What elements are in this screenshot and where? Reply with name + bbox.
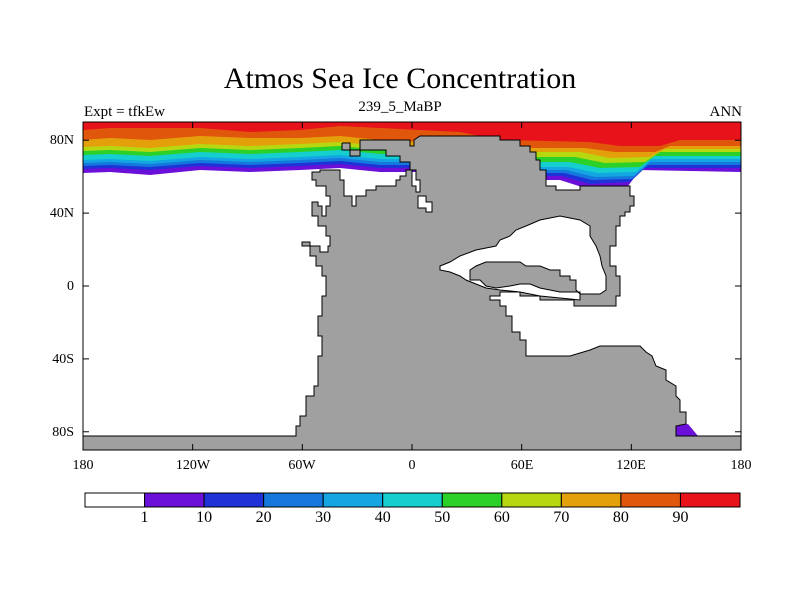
colorbar-label: 30 bbox=[315, 509, 332, 526]
colorbar-swatch bbox=[679, 492, 741, 508]
lon-tick-label-180e: 180 bbox=[730, 458, 752, 473]
colorbar-label: 40 bbox=[374, 509, 391, 526]
colorbar-swatch bbox=[84, 492, 146, 508]
colorbar-label: 90 bbox=[672, 509, 689, 526]
tethys-sea bbox=[439, 215, 607, 301]
lat-tick-label-80s: 80S bbox=[52, 425, 74, 440]
lon-tick-label-120e: 120E bbox=[616, 458, 646, 473]
colorbar-swatch bbox=[203, 492, 265, 508]
colorbar-swatch bbox=[560, 492, 622, 508]
colorbar-label: 80 bbox=[612, 509, 629, 526]
lat-tick-label-40s: 40S bbox=[52, 352, 74, 367]
colorbar-label: 70 bbox=[553, 509, 570, 526]
experiment-label: Expt = tfkEw bbox=[84, 104, 165, 120]
colorbar-label: 20 bbox=[255, 509, 272, 526]
ice-band-90 bbox=[83, 122, 741, 146]
colorbar-swatch bbox=[144, 492, 205, 508]
lat-tick-label-0: 0 bbox=[67, 279, 74, 294]
sea-ice-field-south bbox=[676, 424, 698, 437]
colorbar bbox=[84, 492, 741, 508]
axis-ticks bbox=[82, 122, 742, 450]
colorbar-label: 50 bbox=[434, 509, 451, 526]
map-title: Atmos Sea Ice Concentration bbox=[223, 62, 577, 95]
lon-tick-label-0: 0 bbox=[408, 458, 416, 473]
lon-tick-label-60w: 60W bbox=[288, 458, 316, 473]
colorbar-label: 10 bbox=[196, 509, 213, 526]
plot-area bbox=[83, 122, 741, 450]
lon-tick-label-60e: 60E bbox=[510, 458, 534, 473]
lon-tick-label-180w: 180 bbox=[72, 458, 94, 473]
season-label: ANN bbox=[709, 104, 743, 120]
pangaea-landmass bbox=[83, 135, 741, 450]
colorbar-swatch bbox=[620, 492, 681, 508]
colorbar-swatch bbox=[382, 492, 443, 508]
map-subtitle: 239_5_MaBP bbox=[358, 99, 442, 115]
colorbar-label: 60 bbox=[493, 509, 510, 526]
colorbar-swatch bbox=[263, 492, 324, 508]
lat-tick-label-80n: 80N bbox=[49, 133, 74, 148]
colorbar-swatch bbox=[322, 492, 384, 508]
colorbar-label: 1 bbox=[140, 509, 149, 526]
lon-tick-label-120w: 120W bbox=[175, 458, 211, 473]
colorbar-swatch bbox=[501, 492, 562, 508]
colorbar-swatch bbox=[441, 492, 503, 508]
lat-tick-label-40n: 40N bbox=[49, 206, 74, 221]
